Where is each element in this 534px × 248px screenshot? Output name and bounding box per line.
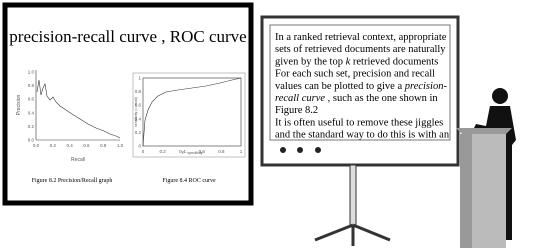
- x-tick-label: 0.8: [100, 143, 107, 148]
- y-tick-label: 0.6: [28, 97, 35, 102]
- page: precision-recall curve , ROC curve Preci…: [0, 0, 534, 248]
- y-tick-label: 0.2: [135, 130, 142, 135]
- y-tick-label: 0.4: [28, 110, 35, 115]
- y-tick-label: 0.0: [28, 138, 35, 143]
- x-tick-label: 0.2: [159, 149, 166, 154]
- y-tick-label: 1.0: [28, 70, 35, 75]
- x-tick-label: 0.6: [199, 149, 206, 154]
- board-line: Figure 8.2: [275, 105, 318, 116]
- board-text: In a ranked retrieval context, appropria…: [275, 32, 450, 141]
- roc-caption: Figure 8.4 ROC curve: [162, 178, 216, 184]
- text-segment: retrieved documents: [350, 56, 438, 67]
- y-tick-label: 0.2: [28, 124, 35, 129]
- text-segment: sets of retrieved documents are naturall…: [275, 44, 446, 55]
- pr-caption: Figure 8.2 Precision/Recall graph: [32, 178, 113, 184]
- x-tick-label: 0.4: [179, 149, 186, 154]
- board-line: given by the top k retrieved documents: [275, 56, 438, 67]
- text-segment: It is often useful to remove these jiggl…: [275, 117, 443, 128]
- x-tick-label: 0.8: [218, 149, 225, 154]
- podium: [456, 128, 512, 248]
- board-line: and the standard way to do this is with …: [275, 130, 450, 141]
- slide-title: precision-recall curve , ROC curve: [9, 27, 246, 46]
- text-segment: and the standard way to do this is with …: [275, 130, 450, 141]
- x-tick-label: 0.2: [50, 143, 57, 148]
- board-line: values can be plotted to give a precisio…: [275, 81, 447, 92]
- y-tick-label: 0.8: [135, 89, 142, 94]
- pr-ylabel: Precision: [16, 95, 22, 116]
- text-segment: given by the top: [275, 56, 346, 67]
- y-tick-label: 0.8: [28, 83, 35, 88]
- board-line: In a ranked retrieval context, appropria…: [275, 32, 447, 43]
- x-tick-label: 0.6: [83, 143, 90, 148]
- roc-ylabel: sensitivity (= recall): [134, 97, 138, 127]
- board-line: It is often useful to remove these jiggl…: [275, 117, 443, 128]
- text-segment: , such as the one shown in: [325, 93, 438, 104]
- board-line: recall curve , such as the one shown in: [275, 93, 438, 104]
- roc-frame: [133, 73, 245, 157]
- x-tick-label: 0.4: [66, 143, 73, 148]
- text-segment: values can be plotted to give a: [275, 81, 405, 92]
- text-segment: Figure 8.2: [275, 105, 318, 116]
- y-tick-label: 0.6: [135, 103, 142, 108]
- board-line: For each such set, precision and recall: [275, 69, 435, 80]
- x-tick-label: 1.0: [117, 143, 124, 148]
- pr-xlabel: Recall: [71, 157, 85, 163]
- y-tick-label: 0.4: [135, 116, 142, 121]
- text-segment: In a ranked retrieval context, appropria…: [275, 32, 447, 43]
- x-tick-label: 0.0: [33, 143, 40, 148]
- text-segment: For each such set, precision and recall: [275, 69, 435, 80]
- board-line: sets of retrieved documents are naturall…: [275, 44, 446, 55]
- text-segment: precision-: [404, 81, 448, 92]
- text-segment: recall curve: [275, 93, 325, 104]
